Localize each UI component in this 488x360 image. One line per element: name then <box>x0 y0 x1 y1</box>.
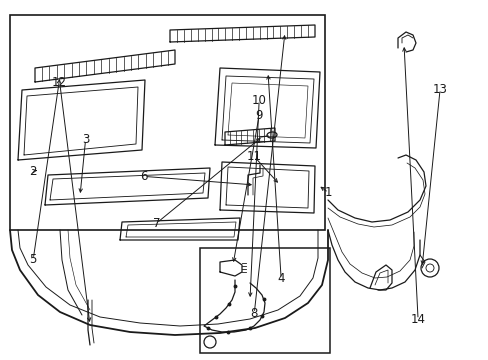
Text: 13: 13 <box>432 83 447 96</box>
Text: 7: 7 <box>152 217 160 230</box>
Bar <box>10 15 325 230</box>
Text: 3: 3 <box>81 133 89 146</box>
Bar <box>200 248 329 353</box>
Text: 4: 4 <box>277 273 285 285</box>
Text: 12: 12 <box>52 76 67 89</box>
Text: 6: 6 <box>140 170 148 183</box>
Text: 5: 5 <box>29 253 37 266</box>
Text: 8: 8 <box>250 307 258 320</box>
Text: 9: 9 <box>255 109 263 122</box>
Text: 11: 11 <box>246 150 261 163</box>
Text: 1: 1 <box>324 186 332 199</box>
Text: 10: 10 <box>251 94 266 107</box>
Text: 2: 2 <box>29 165 37 177</box>
Text: 14: 14 <box>410 313 425 326</box>
